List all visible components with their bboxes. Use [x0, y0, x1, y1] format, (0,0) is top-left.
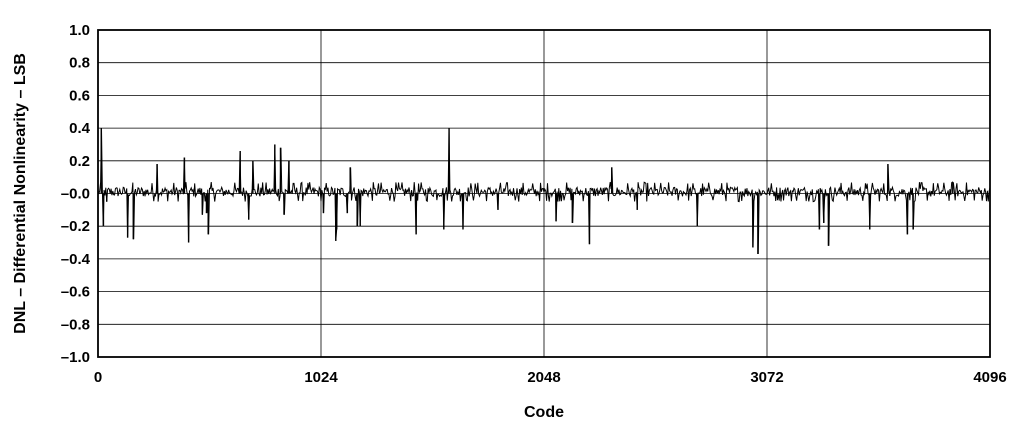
x-tick-label: 4096 — [973, 369, 1006, 386]
y-tick-label: –0.6 — [61, 284, 90, 301]
x-tick-label: 0 — [94, 369, 102, 386]
y-tick-labels: 1.0 0.8 0.6 0.4 0.2 –0.0 –0.2 –0.4 –0.6 –0.8 –1.0 — [61, 22, 91, 366]
y-tick-label: –1.0 — [61, 349, 90, 366]
x-tick-label: 1024 — [304, 369, 338, 386]
y-tick-label: –0.0 — [61, 186, 90, 203]
y-tick-label: 0.4 — [69, 120, 91, 137]
x-tick-label: 2048 — [527, 369, 560, 386]
plot-frame — [97, 29, 991, 358]
y-tick-label: –0.8 — [61, 316, 90, 333]
x-tick-labels: 0 1024 2048 3072 4096 — [94, 369, 1007, 386]
dnl-series-line — [97, 128, 991, 255]
x-tick-label: 3072 — [750, 369, 783, 386]
x-axis-title: Code — [524, 404, 564, 421]
y-tick-label: 0.6 — [69, 87, 90, 104]
y-tick-label: 1.0 — [69, 22, 90, 39]
y-tick-label: 0.8 — [69, 55, 90, 72]
series-group — [97, 128, 991, 255]
y-axis-title: DNL – Differential Nonlinearity – LSB — [12, 53, 29, 334]
y-tick-label: –0.4 — [61, 251, 91, 268]
y-tick-label: 0.2 — [69, 153, 90, 170]
y-tick-label: –0.2 — [61, 218, 90, 235]
